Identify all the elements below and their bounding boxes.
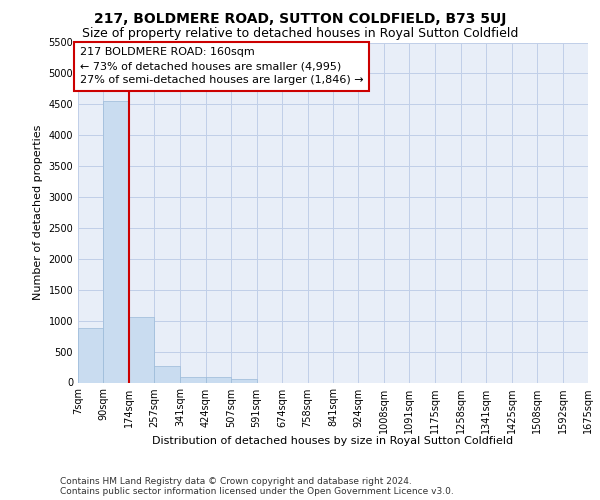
Text: Contains public sector information licensed under the Open Government Licence v3: Contains public sector information licen… bbox=[60, 487, 454, 496]
Bar bbox=[103, 101, 129, 382]
Y-axis label: Number of detached properties: Number of detached properties bbox=[33, 125, 43, 300]
Bar bbox=[180, 376, 205, 382]
Text: 217 BOLDMERE ROAD: 160sqm
← 73% of detached houses are smaller (4,995)
27% of se: 217 BOLDMERE ROAD: 160sqm ← 73% of detac… bbox=[80, 48, 363, 86]
Bar bbox=[129, 317, 154, 382]
Text: Size of property relative to detached houses in Royal Sutton Coldfield: Size of property relative to detached ho… bbox=[82, 28, 518, 40]
Bar bbox=[231, 380, 257, 382]
Bar bbox=[78, 328, 103, 382]
Bar bbox=[205, 377, 231, 382]
X-axis label: Distribution of detached houses by size in Royal Sutton Coldfield: Distribution of detached houses by size … bbox=[152, 436, 514, 446]
Text: 217, BOLDMERE ROAD, SUTTON COLDFIELD, B73 5UJ: 217, BOLDMERE ROAD, SUTTON COLDFIELD, B7… bbox=[94, 12, 506, 26]
Bar bbox=[154, 366, 180, 382]
Text: Contains HM Land Registry data © Crown copyright and database right 2024.: Contains HM Land Registry data © Crown c… bbox=[60, 478, 412, 486]
